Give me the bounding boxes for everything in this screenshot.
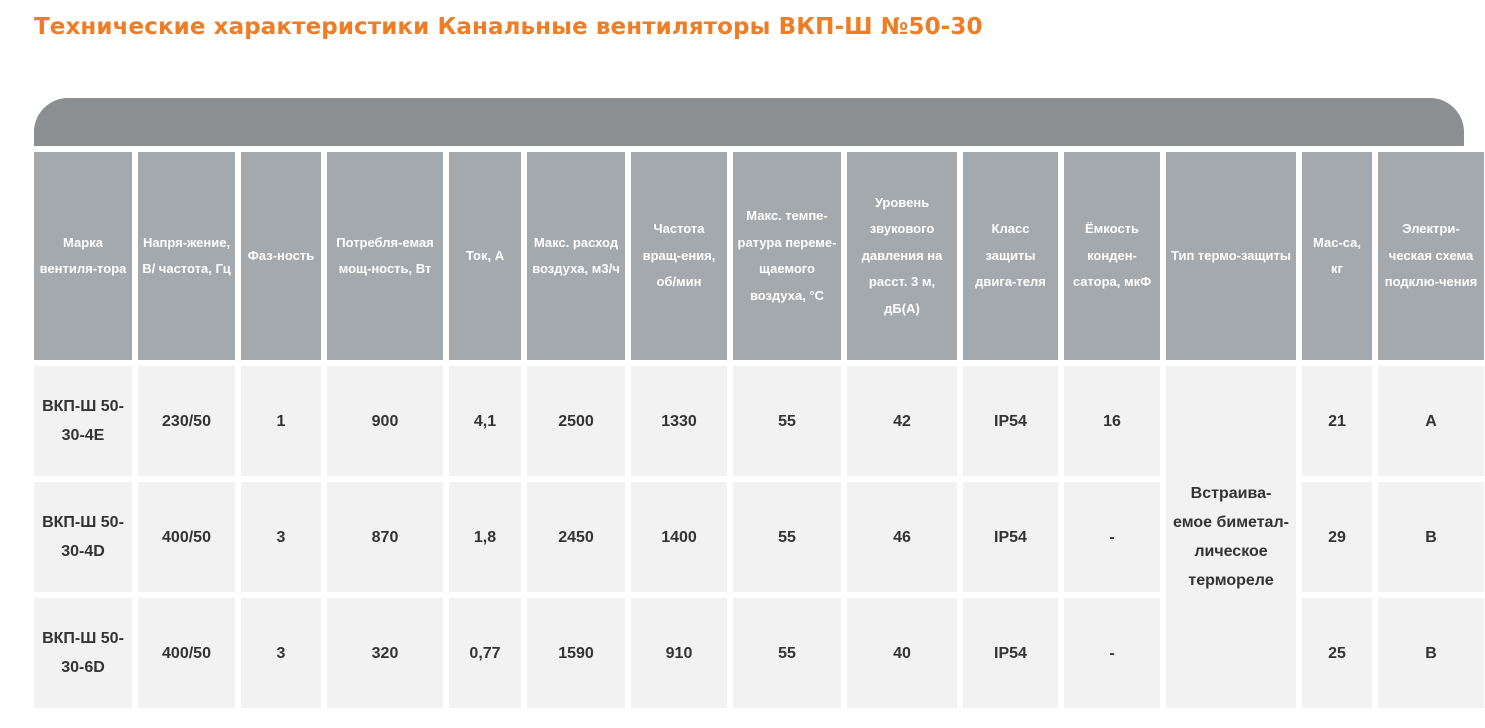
cell-mass: 25 [1302,598,1372,708]
cell-model: ВКП-Ш 50-30-4D [34,482,132,592]
header-cell-rpm: Частота вращ-ения, об/мин [631,152,727,360]
header-cell-mass: Мас-са, кг [1302,152,1372,360]
cell-power: 320 [327,598,443,708]
cell-wiring: A [1378,366,1484,476]
cell-phases: 1 [241,366,321,476]
cell-current: 0,77 [449,598,521,708]
cell-protection-class: IP54 [963,366,1058,476]
cell-model: ВКП-Ш 50-30-6D [34,598,132,708]
cell-noise: 40 [847,598,957,708]
cell-voltage: 400/50 [138,482,235,592]
cell-power: 870 [327,482,443,592]
cell-phases: 3 [241,598,321,708]
header-row: Марка вентиля-тора Напря-жение, В/ часто… [34,152,1484,360]
cell-thermal-protection: Встраива-емое биметал-лическое термореле [1166,366,1296,708]
table-row: ВКП-Ш 50-30-4D 400/50 3 870 1,8 2450 140… [34,482,1484,592]
header-cell-thermal-type: Тип термо-защиты [1166,152,1296,360]
cell-capacitor: - [1064,598,1160,708]
header-cell-airflow: Макс. расход воздуха, м3/ч [527,152,625,360]
cell-rpm: 1330 [631,366,727,476]
cell-max-temp: 55 [733,366,841,476]
header-cell-power: Потребля-емая мощ-ность, Вт [327,152,443,360]
header-cell-current: Ток, А [449,152,521,360]
table-header-cap [34,98,1464,146]
cell-capacitor: - [1064,482,1160,592]
cell-wiring: B [1378,598,1484,708]
cell-rpm: 910 [631,598,727,708]
cell-protection-class: IP54 [963,598,1058,708]
cell-max-temp: 55 [733,482,841,592]
header-cell-wiring: Электри-ческая схема подклю-чения [1378,152,1484,360]
page-title: Технические характеристики Канальные вен… [34,14,983,40]
cell-phases: 3 [241,482,321,592]
header-cell-voltage: Напря-жение, В/ частота, Гц [138,152,235,360]
specs-table: Марка вентиля-тора Напря-жение, В/ часто… [28,146,1485,714]
cell-voltage: 230/50 [138,366,235,476]
cell-rpm: 1400 [631,482,727,592]
cell-power: 900 [327,366,443,476]
cell-airflow: 2500 [527,366,625,476]
header-cell-capacitor: Ёмкость конден-сатора, мкФ [1064,152,1160,360]
cell-mass: 29 [1302,482,1372,592]
cell-mass: 21 [1302,366,1372,476]
header-cell-model: Марка вентиля-тора [34,152,132,360]
cell-capacitor: 16 [1064,366,1160,476]
header-cell-phases: Фаз-ность [241,152,321,360]
header-cell-max-temp: Макс. темпе-ратура переме-щаемого воздух… [733,152,841,360]
cell-airflow: 1590 [527,598,625,708]
cell-current: 4,1 [449,366,521,476]
header-cell-noise: Уровень звукового давления на расст. 3 м… [847,152,957,360]
cell-model: ВКП-Ш 50-30-4E [34,366,132,476]
cell-protection-class: IP54 [963,482,1058,592]
header-cell-protection-class: Класс защиты двига-теля [963,152,1058,360]
cell-voltage: 400/50 [138,598,235,708]
table-row: ВКП-Ш 50-30-6D 400/50 3 320 0,77 1590 91… [34,598,1484,708]
cell-current: 1,8 [449,482,521,592]
table-row: ВКП-Ш 50-30-4E 230/50 1 900 4,1 2500 133… [34,366,1484,708]
cell-wiring: B [1378,482,1484,592]
cell-noise: 42 [847,366,957,476]
cell-noise: 46 [847,482,957,592]
cell-airflow: 2450 [527,482,625,592]
cell-max-temp: 55 [733,598,841,708]
